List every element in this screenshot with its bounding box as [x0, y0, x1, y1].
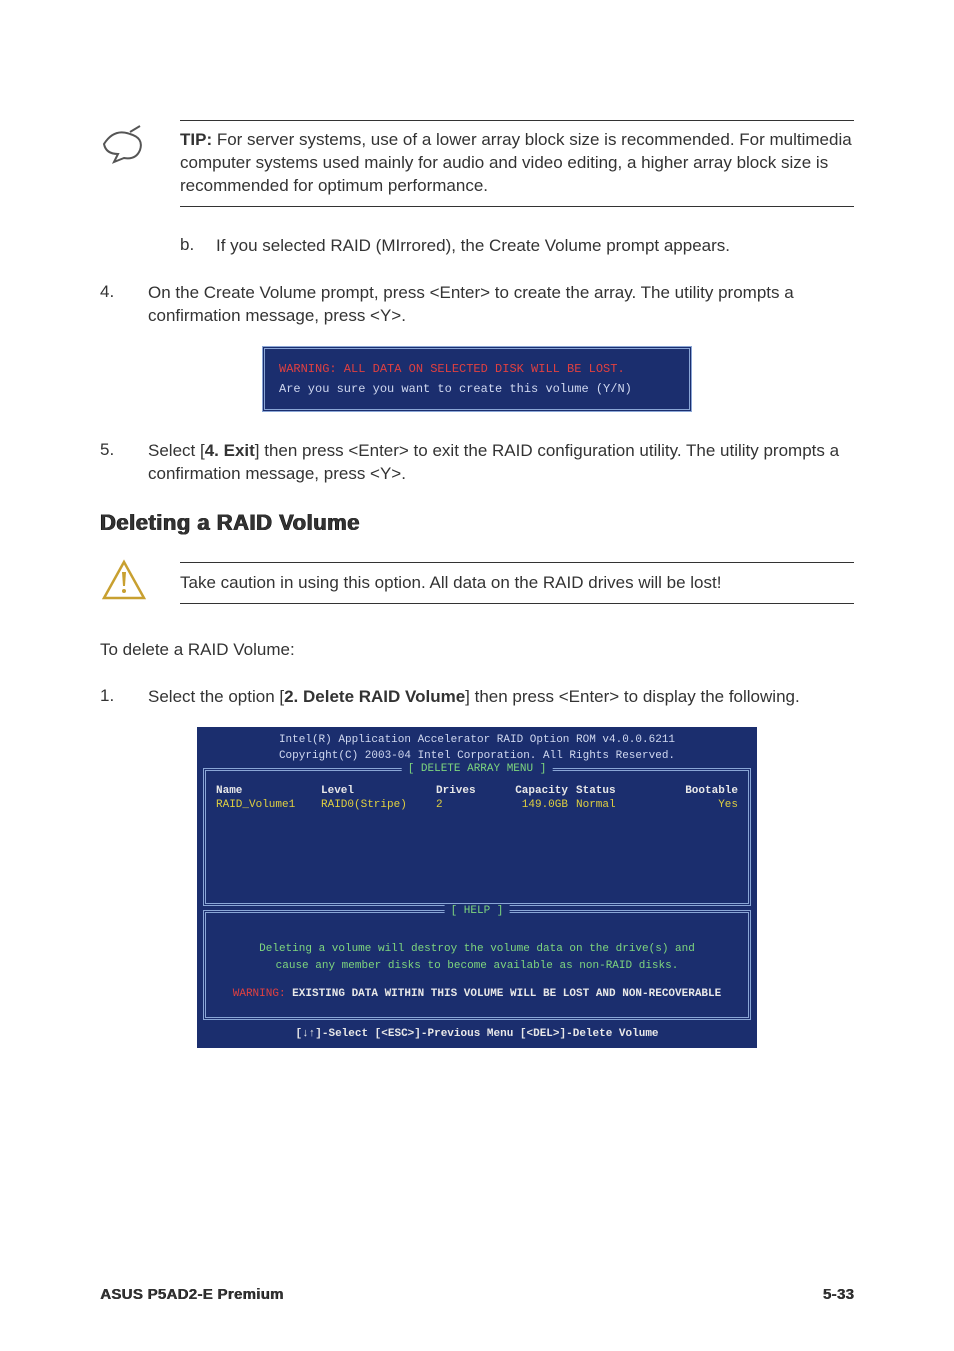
step-bold: 4. Exit: [205, 441, 255, 460]
tip-body: For server systems, use of a lower array…: [180, 130, 852, 195]
warn-rest: EXISTING DATA WITHIN THIS VOLUME WILL BE…: [286, 988, 722, 1000]
help-line1: Deleting a volume will destroy the volum…: [224, 941, 730, 958]
col-capacity: Capacity: [496, 785, 576, 797]
help-warning: WARNING: EXISTING DATA WITHIN THIS VOLUM…: [224, 986, 730, 1003]
step-pre: Select the option [: [148, 687, 284, 706]
cell-level: RAID0(Stripe): [321, 799, 436, 811]
panel-title: [ HELP ]: [445, 905, 510, 917]
col-status: Status: [576, 785, 666, 797]
col-level: Level: [321, 785, 436, 797]
step-4: 4. On the Create Volume prompt, press <E…: [100, 282, 854, 328]
footer-product: ASUS P5AD2-E Premium: [100, 1286, 284, 1303]
help-body: Deleting a volume will destroy the volum…: [206, 923, 748, 1017]
table-spacer: [216, 815, 738, 895]
col-bootable: Bootable: [666, 785, 738, 797]
cell-status: Normal: [576, 799, 666, 811]
step-pre: Select [: [148, 441, 205, 460]
substep-letter: b.: [180, 235, 216, 258]
cell-name: RAID_Volume1: [216, 799, 321, 811]
cell-capacity: 149.0GB: [496, 799, 576, 811]
substep-b: b. If you selected RAID (MIrrored), the …: [180, 235, 854, 258]
volume-table: Name Level Drives Capacity Status Bootab…: [206, 781, 748, 903]
footer-page-number: 5-33: [823, 1286, 854, 1303]
tip-label: TIP:: [180, 130, 212, 149]
terminal-footer-keys: [↓↑]-Select [<ESC>]-Previous Menu [<DEL>…: [197, 1024, 757, 1048]
table-row: RAID_Volume1 RAID0(Stripe) 2 149.0GB Nor…: [216, 799, 738, 811]
tip-text: TIP: For server systems, use of a lower …: [180, 129, 854, 198]
step-number: 5.: [100, 440, 148, 486]
caution-text: Take caution in using this option. All d…: [180, 573, 854, 593]
cell-drives: 2: [436, 799, 496, 811]
help-line2: cause any member disks to become availab…: [224, 958, 730, 975]
step-number: 1.: [100, 686, 148, 709]
caution-callout: Take caution in using this option. All d…: [180, 562, 854, 604]
terminal-confirm-line: Are you sure you want to create this vol…: [279, 379, 675, 399]
create-volume-prompt-terminal: WARNING: ALL DATA ON SELECTED DISK WILL …: [262, 346, 692, 413]
step-5: 5. Select [4. Exit] then press <Enter> t…: [100, 440, 854, 486]
warn-label: WARNING:: [233, 988, 286, 1000]
step-number: 4.: [100, 282, 148, 328]
tip-icon: [100, 124, 146, 169]
delete-array-terminal: Intel(R) Application Accelerator RAID Op…: [197, 727, 757, 1047]
step-bold: 2. Delete RAID Volume: [284, 687, 465, 706]
warning-icon: [100, 558, 148, 611]
delete-array-menu-panel: [ DELETE ARRAY MENU ] Name Level Drives …: [203, 768, 751, 906]
terminal-warning-line: WARNING: ALL DATA ON SELECTED DISK WILL …: [279, 359, 675, 379]
panel-title: [ DELETE ARRAY MENU ]: [402, 763, 553, 775]
terminal-header: Intel(R) Application Accelerator RAID Op…: [197, 727, 757, 766]
step-text: On the Create Volume prompt, press <Ente…: [148, 282, 854, 328]
section-heading: Deleting a RAID Volume: [100, 510, 854, 536]
page-footer: ASUS P5AD2-E Premium 5-33: [100, 1286, 854, 1303]
tip-callout: TIP: For server systems, use of a lower …: [180, 120, 854, 207]
col-name: Name: [216, 785, 321, 797]
substep-text: If you selected RAID (MIrrored), the Cre…: [216, 235, 854, 258]
step-post: ] then press <Enter> to display the foll…: [465, 687, 800, 706]
step-text: Select [4. Exit] then press <Enter> to e…: [148, 440, 854, 486]
terminal-header-line1: Intel(R) Application Accelerator RAID Op…: [197, 733, 757, 748]
table-header-row: Name Level Drives Capacity Status Bootab…: [216, 785, 738, 797]
step-text: Select the option [2. Delete RAID Volume…: [148, 686, 854, 709]
terminal-header-line2: Copyright(C) 2003-04 Intel Corporation. …: [197, 749, 757, 764]
intro-text: To delete a RAID Volume:: [100, 640, 854, 660]
col-drives: Drives: [436, 785, 496, 797]
cell-bootable: Yes: [666, 799, 738, 811]
help-panel: [ HELP ] Deleting a volume will destroy …: [203, 910, 751, 1020]
step-1: 1. Select the option [2. Delete RAID Vol…: [100, 686, 854, 709]
